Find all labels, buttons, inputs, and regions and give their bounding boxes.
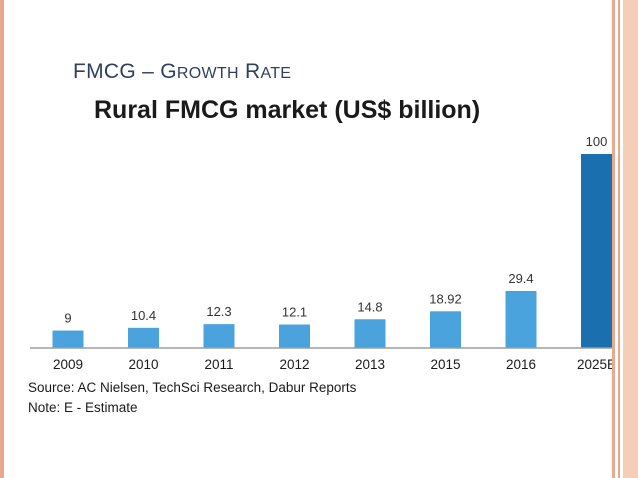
data-label-2015: 18.92 [429,291,462,306]
x-tick-label-2013: 2013 [355,357,385,372]
chart-source: Source: AC Nielsen, TechSci Research, Da… [28,380,357,395]
x-tick-label-2011: 2011 [204,357,233,372]
data-label-2016: 29.4 [508,271,533,286]
bar-2012 [279,324,310,348]
data-label-2011: 12.3 [206,304,231,319]
data-label-2010: 10.4 [131,308,156,323]
bar-2013 [354,319,386,348]
bar-chart: Rural FMCG market (US$ billion) 9 10.4 12.… [28,96,616,415]
bar-2016 [505,290,537,348]
bar-2009 [52,330,84,348]
bar-2011 [203,324,235,348]
slide-title: FMCG – GROWTH RATE [73,60,292,83]
bar-2010 [128,327,159,348]
x-tick-label-2025E: 2025E [577,357,612,372]
data-label-2013: 14.8 [357,299,382,314]
x-tick-label-2012: 2012 [279,357,309,372]
data-label-2025E: 100 [586,134,608,149]
data-label-2012: 12.1 [282,305,307,320]
chart-panel: Rural FMCG market (US$ billion) 9 10.4 12.… [24,92,616,422]
x-tick-label-2015: 2015 [430,357,460,372]
bar-2015 [430,311,461,348]
data-label-2009: 9 [64,311,71,326]
slide-right-decoration [608,0,638,478]
x-tick-label-2010: 2010 [128,357,158,372]
x-tick-label-2016: 2016 [506,357,536,372]
x-tick-label-2009: 2009 [53,357,83,372]
bar-2025E [581,154,612,348]
slide-left-border [0,0,4,478]
chart-title: Rural FMCG market (US$ billion) [94,96,480,124]
chart-note: Note: E - Estimate [28,400,138,415]
